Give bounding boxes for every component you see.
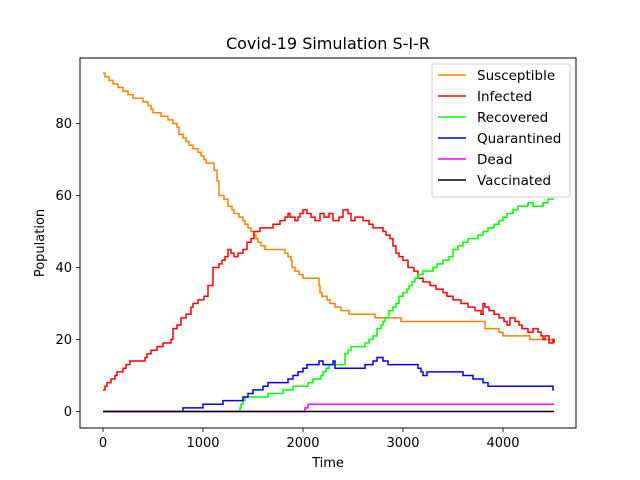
legend-label-infected: Infected — [477, 89, 532, 105]
series-line-recovered — [238, 198, 554, 413]
series-line-infected — [103, 209, 555, 391]
y-tick-label: 40 — [55, 261, 72, 276]
legend-label-recovered: Recovered — [477, 110, 548, 126]
series-line-susceptible — [103, 72, 555, 344]
y-axis-label: Population — [33, 209, 48, 277]
legend-label-susceptible: Susceptible — [477, 68, 555, 84]
x-tick-label: 0 — [99, 436, 107, 451]
chart-title: Covid-19 Simulation S-I-R — [226, 34, 430, 53]
x-tick-label: 1000 — [186, 436, 219, 451]
plot-frame — [79, 57, 577, 429]
y-axis: 0 20 40 60 80 — [55, 117, 80, 420]
legend-label-quarantined: Quarantined — [477, 131, 561, 147]
legend: Susceptible Infected Recovered Quarantined D… — [431, 63, 571, 198]
plot-area — [79, 57, 577, 429]
x-tick-label: 2000 — [286, 436, 319, 451]
y-tick-label: 20 — [55, 333, 72, 348]
x-tick-label: 4000 — [486, 436, 519, 451]
legend-label-vaccinated: Vaccinated — [477, 173, 551, 189]
y-tick-label: 0 — [64, 405, 72, 420]
x-axis: 0 1000 2000 3000 4000 — [99, 428, 520, 451]
y-tick-label: 80 — [55, 117, 72, 132]
y-tick-label: 60 — [55, 189, 72, 204]
legend-box — [431, 63, 571, 198]
x-tick-label: 3000 — [386, 436, 419, 451]
series-line-dead — [103, 403, 554, 413]
legend-label-dead: Dead — [477, 152, 513, 168]
series-layer — [103, 72, 555, 413]
x-axis-label: Time — [311, 456, 344, 471]
series-line-quarantined — [103, 356, 554, 413]
